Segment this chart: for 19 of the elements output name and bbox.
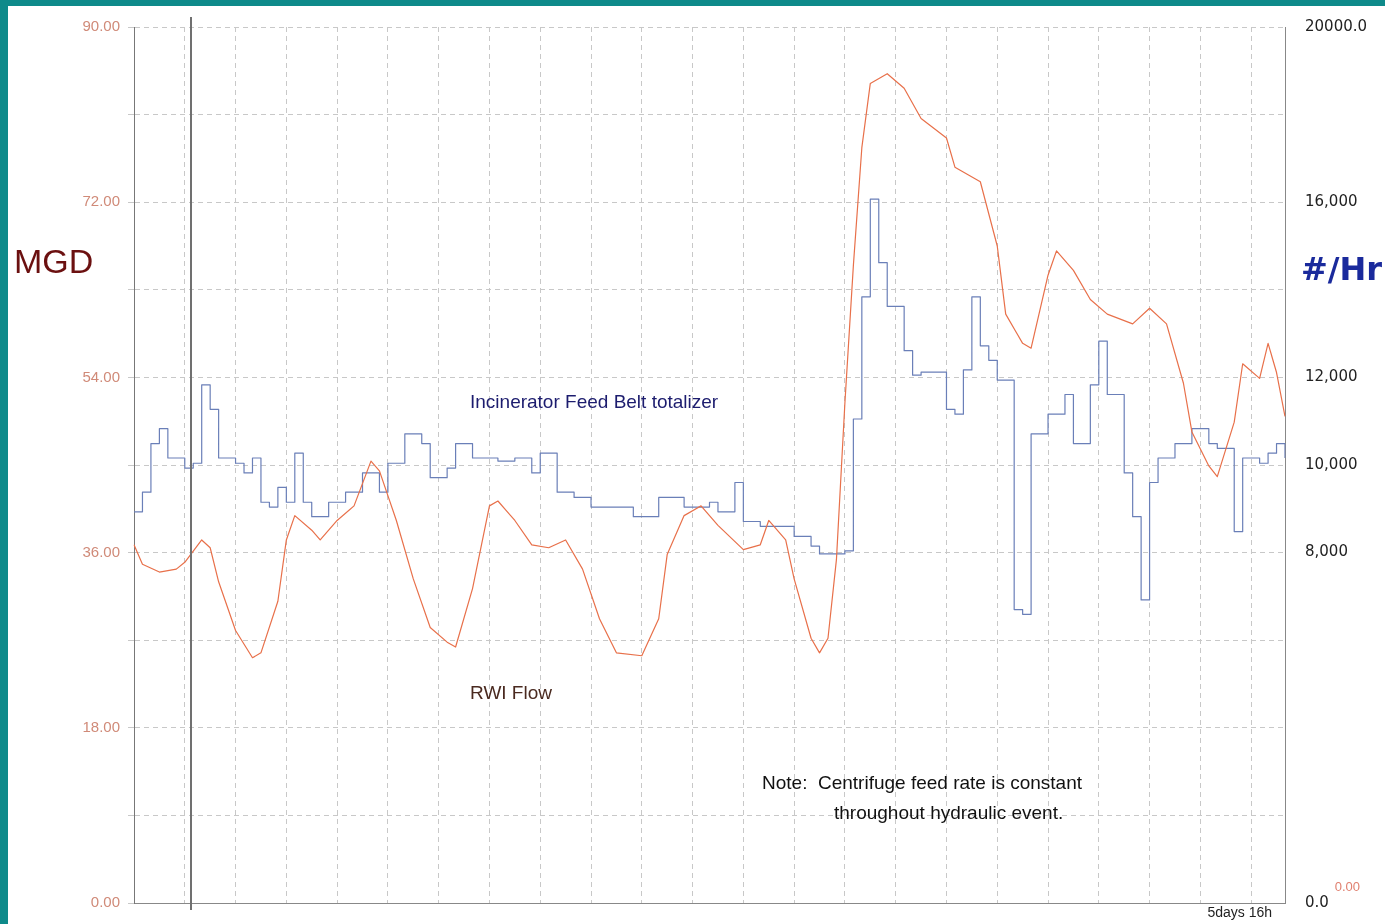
series-label: Incinerator Feed Belt totalizer [470, 391, 719, 413]
y-tick-label: 54.00 [82, 367, 120, 385]
y-tick-label: 0.00 [90, 893, 120, 911]
y-tick-label: 36.00 [82, 542, 120, 560]
y2-tick-label: 0.0 [1305, 892, 1329, 911]
y2-tick-label: 12,000 [1305, 367, 1358, 386]
text: 0.00 [1334, 878, 1360, 894]
y-tick-label: 18.00 [82, 717, 120, 735]
y2-tick-label: 20000.0 [1305, 16, 1368, 35]
y2-tick-label: 8,000 [1305, 542, 1348, 561]
y2-tick-label: 16,000 [1305, 192, 1358, 211]
y-tick-label: 90.00 [82, 17, 120, 35]
text: 5days 16h [1207, 903, 1272, 920]
y2-axis-title: #/Hr [1300, 250, 1383, 289]
y2-tick-label: 10,000 [1305, 454, 1358, 473]
y-tick-label: 72.00 [82, 192, 120, 210]
annotation: Note: Centrifuge feed rate is constant throughout hydraulic event. [762, 772, 1083, 824]
text: RWI Flow [470, 682, 553, 704]
y-axis-title: MGD [14, 242, 94, 281]
